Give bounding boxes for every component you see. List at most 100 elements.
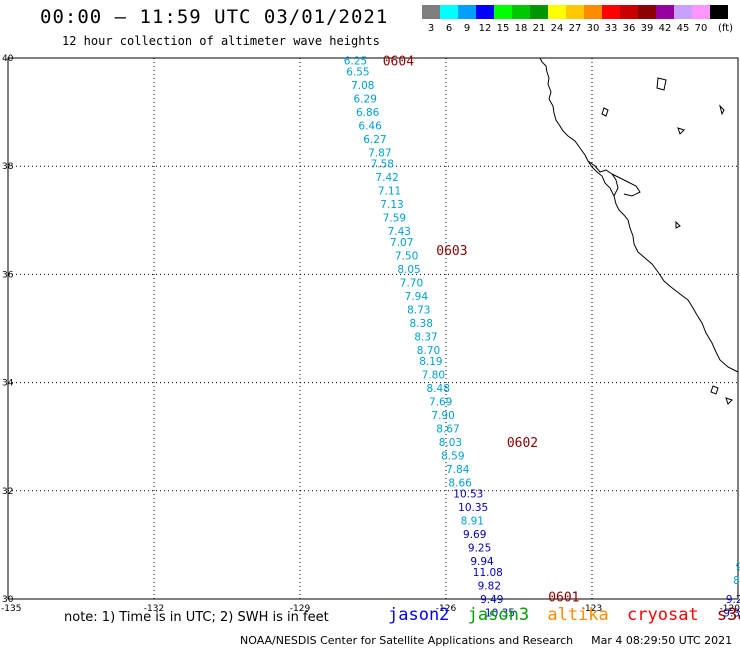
coastline-island-4 <box>675 220 681 229</box>
legend-label: 42 <box>659 23 672 34</box>
lon-tick-label: -123 <box>582 604 602 614</box>
legend-label: 27 <box>569 23 582 34</box>
swh-value: 11.08 <box>473 567 503 579</box>
legend-label: 21 <box>533 23 546 34</box>
coastline-california <box>539 57 739 373</box>
lon-tick-label: -129 <box>290 604 311 614</box>
swh-value: 6.55 <box>346 67 369 79</box>
satellite-legend: jason2 jason3 altika cryosat s3a <box>388 605 740 625</box>
swh-value: 8.19 <box>419 356 442 368</box>
lat-tick-label: 36 <box>2 270 14 280</box>
legend-label: 12 <box>479 23 492 34</box>
legend-label: 15 <box>497 23 510 34</box>
map-frame <box>7 57 739 600</box>
satellite-s3a: s3a <box>716 605 740 625</box>
legend-label: 30 <box>587 23 600 34</box>
pass-time-label: 0604 <box>383 55 414 70</box>
altimeter-track-edge: 9.3 9.2 89 <box>723 562 740 620</box>
swh-value: 8.03 <box>439 437 462 449</box>
lon-tick-label: -126 <box>436 604 457 614</box>
swh-value: 8.48 <box>427 383 450 395</box>
coastline-island-5 <box>710 385 719 395</box>
swh-value-edge: 9.3 <box>723 608 740 620</box>
swh-value: 6.27 <box>363 134 386 146</box>
legend-swatch <box>656 5 674 19</box>
legend-label: 45 <box>677 23 690 34</box>
legend-swatch <box>548 5 566 19</box>
swh-value: 7.90 <box>431 410 454 422</box>
swh-value-edge: 9 <box>736 562 740 574</box>
swh-value: 9.82 <box>478 580 501 592</box>
latitude-axis: 40 38 36 34 32 30 <box>2 54 14 605</box>
altimeter-track: 6.256.557.08 6.296.86 6.466.27 7.877.58 7.42… <box>344 56 515 620</box>
lon-tick-label: -132 <box>144 604 164 614</box>
coastline <box>539 57 739 405</box>
legend-label: 36 <box>623 23 636 34</box>
coastline-island-6 <box>725 397 733 405</box>
swh-value: 7.70 <box>400 278 423 290</box>
longitude-axis: -135 -132 -129 -126 -123 -120 <box>1 604 740 614</box>
coastline-island-1 <box>601 107 609 117</box>
generated-timestamp: Mar 4 08:29:50 UTC 2021 <box>591 634 733 647</box>
footer-note: note: 1) Time is in UTC; 2) SWH is in fe… <box>64 610 329 625</box>
swh-value: 7.13 <box>380 199 403 211</box>
coastline-lake <box>656 77 667 91</box>
swh-value: 7.84 <box>446 464 470 476</box>
pass-time-label: 0602 <box>507 436 538 451</box>
swh-value: 7.08 <box>351 80 374 92</box>
legend-swatch <box>476 5 494 19</box>
swh-value: 8.37 <box>414 332 437 344</box>
swh-value: 9.25 <box>468 543 491 555</box>
swh-value: 6.29 <box>354 94 377 106</box>
legend-swatch <box>566 5 584 19</box>
legend-unit: (ft) <box>718 23 733 34</box>
swh-value: 6.86 <box>356 107 380 119</box>
lat-tick-label: 34 <box>2 379 14 389</box>
satellite-jason3: jason3 <box>467 605 530 625</box>
coastline-sf-bay <box>587 160 619 197</box>
swh-value: 7.07 <box>390 237 413 249</box>
page-subtitle: 12 hour collection of altimeter wave hei… <box>62 34 380 48</box>
credit-line: NOAA/NESDIS Center for Satellite Applica… <box>240 634 732 647</box>
lat-tick-label: 38 <box>2 162 14 172</box>
swh-value: 6.46 <box>358 121 382 133</box>
legend-label: 24 <box>551 23 564 34</box>
swh-value: 7.80 <box>422 369 445 381</box>
swh-value: 10.35 <box>458 502 488 514</box>
swh-value: 7.42 <box>375 172 398 184</box>
legend-label: 6 <box>446 23 452 34</box>
swh-value: 8.73 <box>407 305 430 317</box>
coastline-island-2 <box>677 127 685 135</box>
page-title: 00:00 – 11:59 UTC 03/01/2021 <box>40 6 389 28</box>
lat-tick-label: 32 <box>2 487 13 497</box>
coastline-island-3 <box>719 104 725 116</box>
swh-value: 7.69 <box>429 397 452 409</box>
legend-swatch <box>440 5 458 19</box>
lon-tick-label: -120 <box>720 604 740 614</box>
swh-value-edge: 8 <box>733 575 740 587</box>
satellite-altika: altika <box>547 605 609 625</box>
graticule-grid <box>8 58 738 599</box>
legend-swatch <box>458 5 476 19</box>
legend-swatch <box>602 5 620 19</box>
swh-value: 7.87 <box>368 148 391 160</box>
satellite-jason2: jason2 <box>388 605 450 625</box>
swh-value: 10.35 <box>485 608 515 620</box>
swh-value: 8.59 <box>441 451 464 463</box>
swh-value: 8.38 <box>410 318 433 330</box>
pass-time-label: 0601 <box>548 590 579 605</box>
swh-value: 7.11 <box>378 186 401 198</box>
legend-label: 33 <box>605 23 618 34</box>
legend-swatch <box>584 5 602 19</box>
legend-swatch <box>422 5 440 19</box>
swh-value: 10.53 <box>453 489 483 501</box>
legend-swatch <box>692 5 710 19</box>
pass-time-labels: 0604 0603 0602 0601 <box>383 55 580 606</box>
swh-value: 7.50 <box>395 250 418 262</box>
swh-value: 7.58 <box>371 158 394 170</box>
legend-label: 70 <box>695 23 708 34</box>
swh-value: 7.94 <box>405 291 429 303</box>
lon-tick-label: -135 <box>1 604 21 614</box>
legend-swatch <box>638 5 656 19</box>
swh-value: 8.05 <box>397 264 420 276</box>
